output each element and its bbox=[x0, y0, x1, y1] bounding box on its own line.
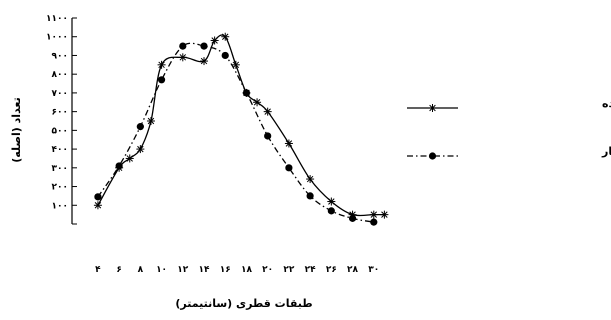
y-tick-label: ۷۰۰ bbox=[52, 89, 68, 99]
y-tick-label: ۹۰۰ bbox=[52, 51, 68, 61]
x-tick-label: ۲۰ bbox=[262, 265, 273, 275]
observed-marker bbox=[253, 98, 262, 107]
x-tick-label: ۲۲ bbox=[283, 265, 294, 275]
observed-marker bbox=[369, 210, 378, 219]
x-tick-label: ۸ bbox=[138, 265, 144, 275]
expected-marker bbox=[179, 42, 187, 50]
x-tick-label: ۱۲ bbox=[177, 265, 188, 275]
observed-marker bbox=[284, 139, 293, 148]
observed-marker bbox=[146, 117, 155, 125]
observed-marker bbox=[231, 60, 240, 69]
observed-marker bbox=[263, 107, 272, 116]
expected-marker bbox=[306, 192, 314, 200]
expected-marker bbox=[157, 76, 166, 84]
y-tick-label: ۲۰۰ bbox=[52, 183, 68, 193]
x-axis-title: طبقات قطری (سانتیمتر) bbox=[175, 297, 312, 310]
expected-marker bbox=[242, 89, 251, 97]
x-tick-label: ۳۰ bbox=[368, 265, 379, 275]
series-line-2 bbox=[97, 42, 374, 223]
axes: ۱۰۰ ۲۰۰ ۳۰۰ ۴۰۰ ۵۰۰ ۶۰۰ ۷۰۰ ۸۰۰ ۹۰۰ ۱۰۰۰ ۱۱۰۰ ۴ ۶ ۸ ۱۰… bbox=[46, 14, 379, 275]
y-axis-title: تعداد (اصله) bbox=[10, 97, 23, 163]
x-tick-label: ۱۸ bbox=[241, 265, 252, 275]
x-tick-label: ۲۴ bbox=[305, 265, 316, 275]
expected-marker bbox=[285, 164, 293, 172]
x-tick-label: ۱۴ bbox=[199, 265, 210, 275]
y-tick-label: ۳۰۰ bbox=[52, 164, 68, 174]
y-tick-label: ۸۰۰ bbox=[52, 70, 68, 80]
expected-marker bbox=[221, 51, 229, 60]
x-tick-label: ۲۶ bbox=[326, 265, 337, 275]
expected-marker bbox=[200, 42, 208, 50]
observed-marker bbox=[157, 60, 166, 69]
expected-marker bbox=[264, 132, 272, 140]
y-tick-label: ۶۰۰ bbox=[52, 108, 68, 118]
expected-marker bbox=[327, 207, 335, 215]
observed-marker bbox=[221, 32, 230, 41]
expected-marker bbox=[348, 214, 357, 222]
legend-observed-marker bbox=[428, 104, 437, 112]
observed-marker bbox=[306, 175, 315, 184]
observed-marker bbox=[327, 197, 336, 206]
x-tick-label: ۶ bbox=[116, 265, 122, 275]
x-tick-label: ۲۸ bbox=[347, 265, 358, 275]
observed-marker bbox=[136, 145, 145, 154]
observed-marker bbox=[210, 36, 219, 45]
expected-marker bbox=[115, 162, 123, 170]
expected-marker bbox=[136, 123, 144, 131]
observed-marker bbox=[200, 57, 209, 66]
y-tick-label: ۵۰۰ bbox=[52, 126, 68, 136]
marker-layer bbox=[93, 32, 389, 226]
expected-marker bbox=[94, 193, 102, 201]
observed-marker bbox=[178, 53, 187, 62]
legend-expected-marker bbox=[428, 152, 437, 160]
observed-marker bbox=[93, 201, 102, 210]
y-tick-label: ۱۱۰۰ bbox=[46, 14, 68, 24]
legend-label-1: فراوانی مشاهده شده bbox=[602, 97, 611, 110]
x-tick-label: ۱۶ bbox=[220, 265, 231, 275]
x-tick-label: ۱۰ bbox=[156, 265, 167, 275]
observed-marker bbox=[380, 210, 389, 219]
y-tick-label: ۱۰۰ bbox=[52, 201, 68, 211]
observed-marker bbox=[125, 154, 134, 163]
legend-label-2: فراوانی مورد انتظار bbox=[601, 145, 611, 158]
y-tick-label: ۱۰۰۰ bbox=[46, 33, 68, 43]
x-tick-label: ۴ bbox=[95, 265, 101, 275]
expected-marker bbox=[370, 218, 378, 226]
legend: فراوانی مشاهده شده فراوانی مورد انتظار bbox=[407, 97, 611, 160]
y-tick-label: ۴۰۰ bbox=[52, 145, 68, 155]
